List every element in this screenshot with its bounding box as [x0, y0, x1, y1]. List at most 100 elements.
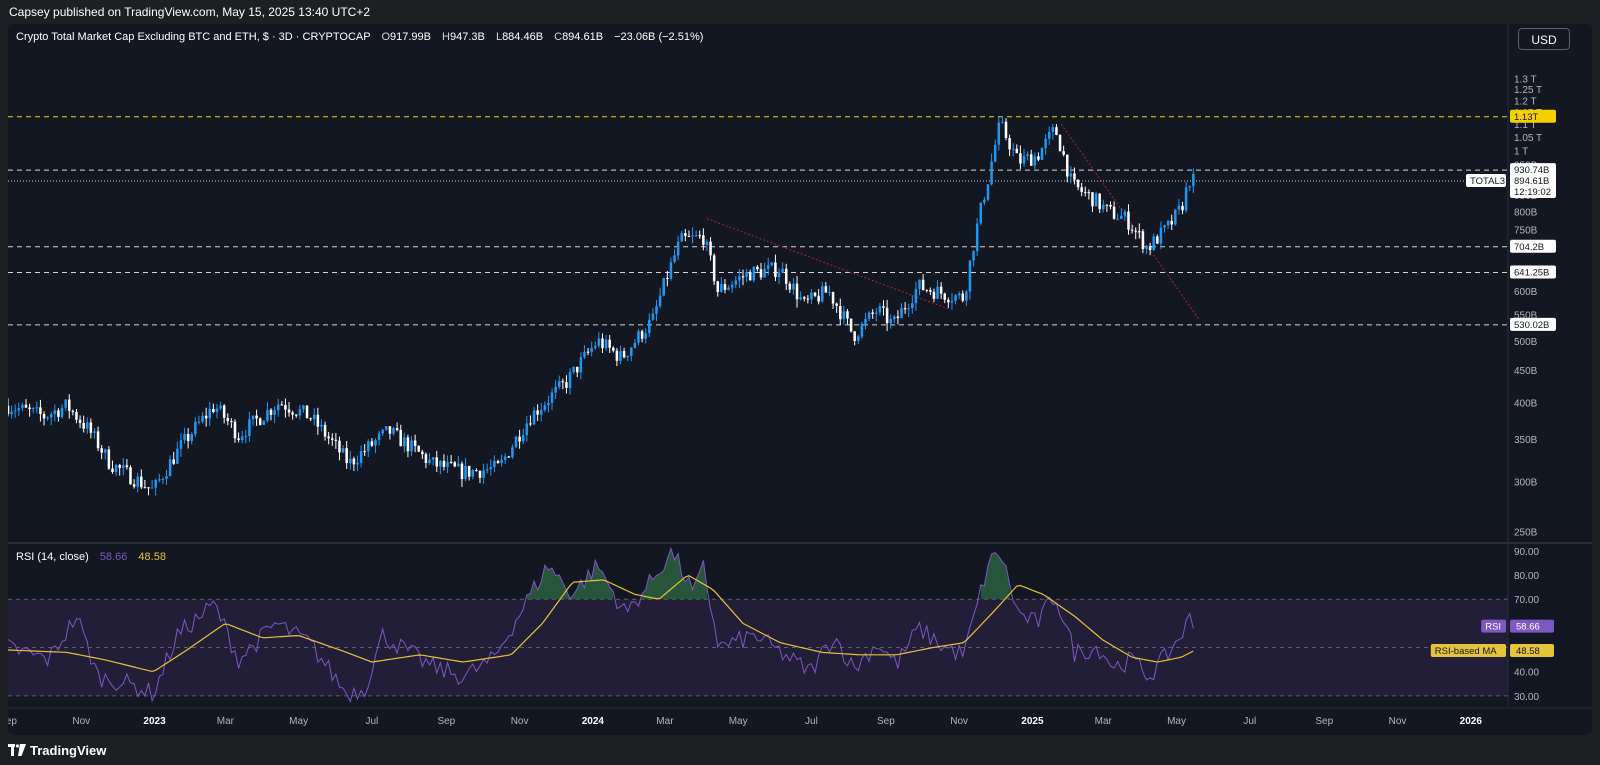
candle[interactable]: [1065, 154, 1069, 183]
candle[interactable]: [201, 412, 204, 424]
candle[interactable]: [31, 407, 35, 414]
candle[interactable]: [1184, 182, 1188, 213]
candle[interactable]: [529, 415, 532, 427]
candle[interactable]: [341, 445, 345, 454]
candle[interactable]: [42, 411, 46, 426]
time-axis[interactable]: Sep Nov 2023 Mar May Jul Sep Nov 2024 Mar May Jul Se…: [8, 716, 1482, 727]
candle[interactable]: [557, 375, 561, 390]
candle[interactable]: [849, 318, 853, 333]
candle[interactable]: [118, 463, 121, 476]
candle[interactable]: [1134, 227, 1137, 240]
candle[interactable]: [359, 445, 363, 468]
candle[interactable]: [1145, 245, 1148, 254]
candle[interactable]: [215, 403, 219, 419]
candle[interactable]: [96, 426, 100, 452]
candle[interactable]: [1141, 229, 1145, 254]
candle[interactable]: [1188, 185, 1192, 191]
candle[interactable]: [244, 429, 248, 444]
candle[interactable]: [176, 441, 179, 465]
candle[interactable]: [514, 435, 518, 448]
candle[interactable]: [439, 460, 442, 475]
candle[interactable]: [136, 472, 139, 493]
candles-layer[interactable]: [8, 116, 1195, 496]
candle[interactable]: [1148, 242, 1152, 256]
candle[interactable]: [1001, 116, 1004, 124]
candle[interactable]: [395, 422, 399, 432]
candle[interactable]: [644, 328, 647, 344]
candle[interactable]: [539, 402, 543, 422]
price-level-label[interactable]: 1.13T: [1510, 109, 1556, 123]
candle[interactable]: [842, 305, 846, 325]
candle[interactable]: [608, 334, 611, 353]
candle[interactable]: [716, 280, 720, 297]
candle[interactable]: [75, 408, 78, 424]
candle[interactable]: [1004, 118, 1008, 141]
candle[interactable]: [864, 312, 867, 330]
candle[interactable]: [824, 282, 828, 293]
candle[interactable]: [219, 401, 222, 411]
candle[interactable]: [521, 428, 525, 445]
candle[interactable]: [1055, 124, 1058, 136]
candle[interactable]: [630, 346, 633, 362]
candle[interactable]: [536, 404, 539, 421]
candle[interactable]: [1105, 204, 1109, 212]
candle[interactable]: [676, 236, 680, 261]
candle[interactable]: [129, 465, 132, 485]
candle[interactable]: [183, 427, 186, 444]
price-level-label[interactable]: 641.25B: [1510, 265, 1556, 279]
candle[interactable]: [222, 404, 226, 424]
candle[interactable]: [71, 409, 75, 416]
candle[interactable]: [961, 290, 965, 303]
candle[interactable]: [1109, 201, 1112, 210]
candle[interactable]: [330, 433, 334, 446]
candle[interactable]: [1022, 149, 1026, 167]
candle[interactable]: [165, 469, 168, 485]
candle[interactable]: [518, 429, 521, 449]
candle[interactable]: [900, 303, 903, 319]
candle[interactable]: [568, 368, 572, 395]
candle[interactable]: [460, 461, 464, 487]
candle[interactable]: [709, 236, 712, 261]
candle[interactable]: [298, 404, 302, 420]
candle[interactable]: [258, 417, 262, 426]
candle[interactable]: [334, 432, 338, 449]
candle[interactable]: [35, 401, 39, 414]
candle[interactable]: [464, 458, 467, 482]
candle[interactable]: [1011, 143, 1015, 157]
candle[interactable]: [424, 452, 428, 469]
candle[interactable]: [1047, 126, 1051, 145]
candle[interactable]: [399, 424, 402, 447]
candle[interactable]: [1073, 167, 1076, 185]
currency-button[interactable]: USD: [1518, 28, 1570, 50]
candle[interactable]: [1174, 209, 1177, 226]
candle[interactable]: [925, 289, 928, 293]
candle[interactable]: [370, 438, 374, 448]
candle[interactable]: [730, 281, 734, 293]
candle[interactable]: [648, 313, 651, 338]
candle[interactable]: [352, 456, 356, 471]
candle[interactable]: [158, 473, 161, 483]
candle[interactable]: [936, 280, 939, 300]
candle[interactable]: [766, 257, 770, 276]
candle[interactable]: [655, 300, 658, 322]
candle[interactable]: [475, 468, 478, 472]
candle[interactable]: [467, 465, 471, 481]
candle[interactable]: [972, 250, 975, 267]
candle[interactable]: [280, 401, 284, 406]
candle[interactable]: [702, 228, 705, 251]
candle[interactable]: [1163, 224, 1166, 233]
candle[interactable]: [147, 487, 150, 496]
candle[interactable]: [248, 411, 251, 442]
candle[interactable]: [820, 281, 824, 303]
candle[interactable]: [287, 401, 291, 417]
candle[interactable]: [10, 405, 13, 419]
candle[interactable]: [1192, 168, 1195, 194]
candle[interactable]: [957, 291, 961, 299]
candle[interactable]: [122, 458, 125, 476]
candle[interactable]: [442, 454, 446, 471]
candle[interactable]: [1177, 198, 1181, 215]
candle[interactable]: [453, 461, 457, 468]
candle[interactable]: [604, 334, 608, 351]
candle[interactable]: [503, 453, 507, 464]
candle[interactable]: [975, 217, 979, 256]
